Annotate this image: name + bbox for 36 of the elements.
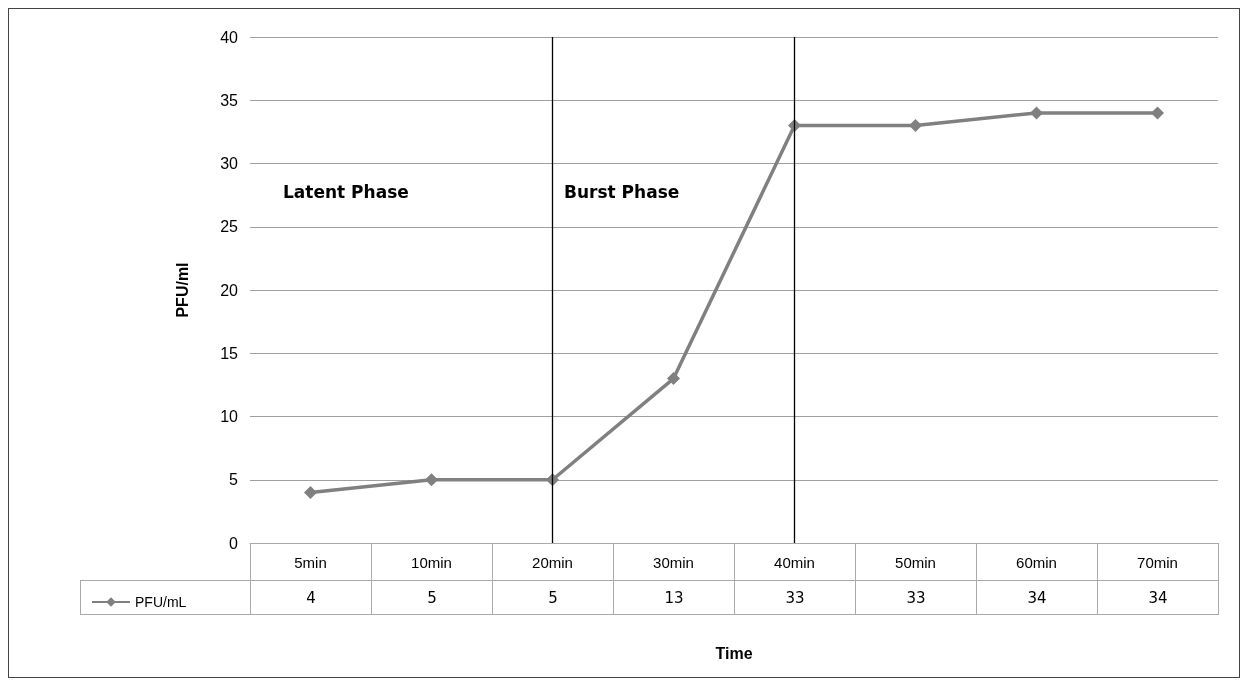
- y-tick-label: 5: [229, 471, 239, 489]
- x-tick-label: 10min: [411, 554, 452, 571]
- x-tick-label: 5min: [294, 554, 327, 571]
- x-tick-label: 20min: [532, 554, 573, 571]
- y-tick-label: 25: [220, 218, 239, 236]
- legend-label: PFU/mL: [135, 594, 187, 610]
- data-label: 5: [492, 580, 614, 615]
- annotation: Burst Phase: [564, 181, 680, 202]
- point: [909, 119, 922, 133]
- data-label: 33: [734, 580, 856, 615]
- x-tick-label: 70min: [1137, 554, 1178, 571]
- x-tick-label: 30min: [653, 554, 694, 571]
- y-tick-label: 10: [220, 408, 239, 425]
- x-tick-label: 40min: [774, 554, 815, 571]
- point: [304, 485, 317, 499]
- data-label: 34: [1097, 580, 1219, 615]
- annotation: Latent Phase: [283, 181, 409, 202]
- point: [1030, 106, 1043, 120]
- point: [667, 372, 680, 386]
- x-tick-label: 60min: [1016, 554, 1057, 571]
- y-tick-label: 35: [220, 91, 239, 109]
- x-tick-label: 50min: [895, 554, 936, 571]
- x-axis-title: Time: [715, 644, 753, 662]
- data-label: 4: [250, 580, 372, 615]
- point: [1151, 106, 1164, 120]
- point: [425, 473, 438, 487]
- y-tick-label: 20: [220, 281, 239, 299]
- data-label: 33: [855, 580, 977, 615]
- data-label: 34: [976, 580, 1098, 615]
- data-label: 5: [371, 580, 493, 615]
- y-tick-label: 0: [229, 534, 239, 552]
- y-axis-title: PFU/ml: [173, 262, 191, 318]
- y-tick-label: 15: [220, 344, 239, 362]
- y-tick-label: 40: [220, 28, 239, 46]
- data-label: 13: [613, 580, 735, 615]
- y-tick-label: 30: [220, 155, 239, 172]
